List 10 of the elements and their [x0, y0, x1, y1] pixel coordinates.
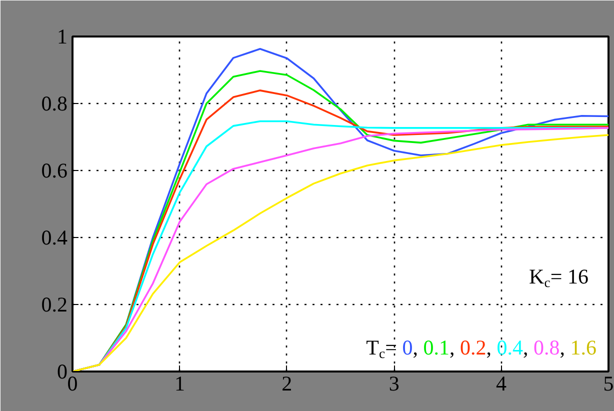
y-tick-label: 1 [57, 24, 68, 48]
x-tick-label: 4 [496, 372, 508, 396]
x-tick-label: 5 [603, 372, 614, 396]
x-tick-label: 1 [174, 372, 185, 396]
y-tick-label: 0.8 [41, 92, 68, 116]
x-tick-label: 3 [388, 372, 400, 396]
y-tick-label: 0.2 [41, 292, 68, 316]
x-tick-label: 2 [282, 372, 292, 396]
y-tick-label: 0.4 [41, 226, 68, 250]
y-tick-label: 0.6 [41, 158, 68, 182]
